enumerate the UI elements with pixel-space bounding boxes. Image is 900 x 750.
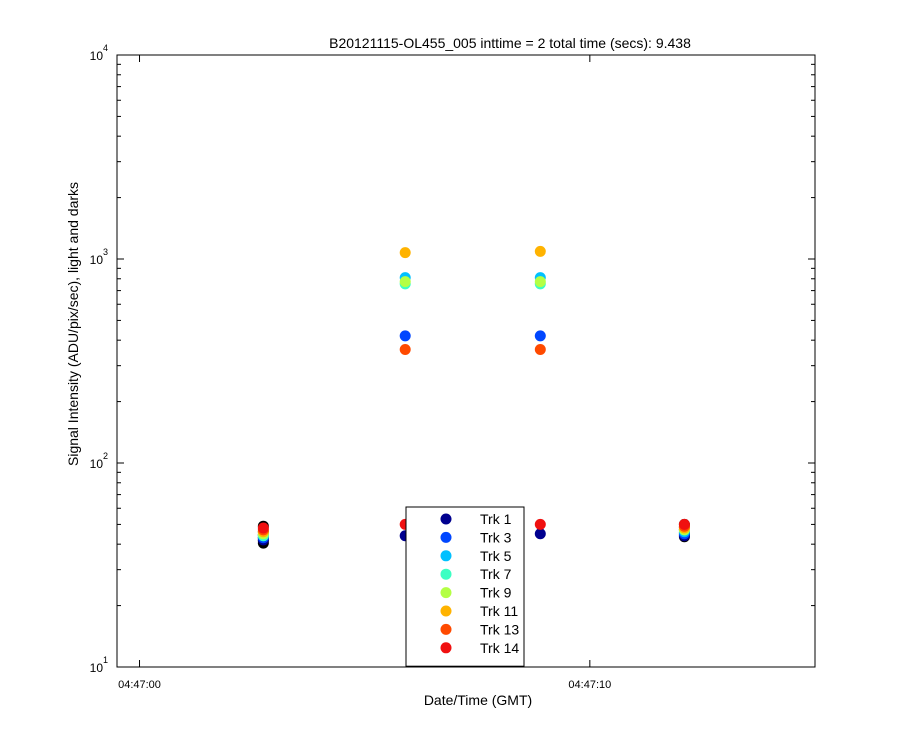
data-point [534, 330, 546, 342]
data-point [399, 247, 411, 259]
legend-label: Trk 9 [480, 585, 512, 601]
data-point [678, 518, 690, 530]
data-point [534, 245, 546, 257]
legend-label: Trk 13 [480, 621, 519, 637]
legend-marker [440, 513, 452, 525]
legend-label: Trk 7 [480, 566, 512, 582]
legend-marker [440, 568, 452, 580]
y-tick-label: 10 [90, 661, 104, 675]
data-point [399, 276, 411, 288]
data-point [534, 528, 546, 540]
data-point [257, 522, 269, 534]
legend-marker [440, 587, 452, 599]
legend-label: Trk 3 [480, 529, 512, 545]
chart-title: B20121115-OL455_005 inttime = 2 total ti… [329, 35, 691, 51]
x-tick-label: 04:47:10 [568, 679, 611, 691]
data-point [534, 344, 546, 356]
legend-label: Trk 14 [480, 640, 519, 656]
plot-frame [116, 54, 816, 668]
legend-label: Trk 11 [480, 603, 518, 619]
legend-box [405, 506, 525, 667]
y-tick-exponent: 3 [103, 247, 108, 257]
data-point [534, 518, 546, 530]
legend-marker [440, 550, 452, 562]
legend-marker [440, 605, 452, 617]
data-point [534, 276, 546, 288]
y-tick-label: 10 [90, 253, 104, 267]
legend-label: Trk 5 [480, 548, 512, 564]
x-axis-label: Date/Time (GMT) [424, 692, 532, 708]
legend-marker [440, 531, 452, 543]
y-axis-label: Signal Intensity (ADU/pix/sec), light an… [65, 182, 81, 466]
y-tick-label: 10 [90, 457, 104, 471]
data-point [399, 330, 411, 342]
legend: Trk 1 Trk 3 Trk 5 Trk 7 Trk 9 Trk 11 Trk 13 Trk… [405, 506, 525, 667]
y-tick-exponent: 1 [103, 655, 108, 665]
legend-marker [440, 642, 452, 654]
legend-label: Trk 1 [480, 511, 512, 527]
y-tick-exponent: 2 [103, 451, 108, 461]
x-tick-label: 04:47:00 [118, 679, 161, 691]
data-point [399, 344, 411, 356]
y-tick-exponent: 4 [103, 43, 108, 53]
y-tick-label: 10 [90, 49, 104, 63]
legend-marker [440, 623, 452, 635]
